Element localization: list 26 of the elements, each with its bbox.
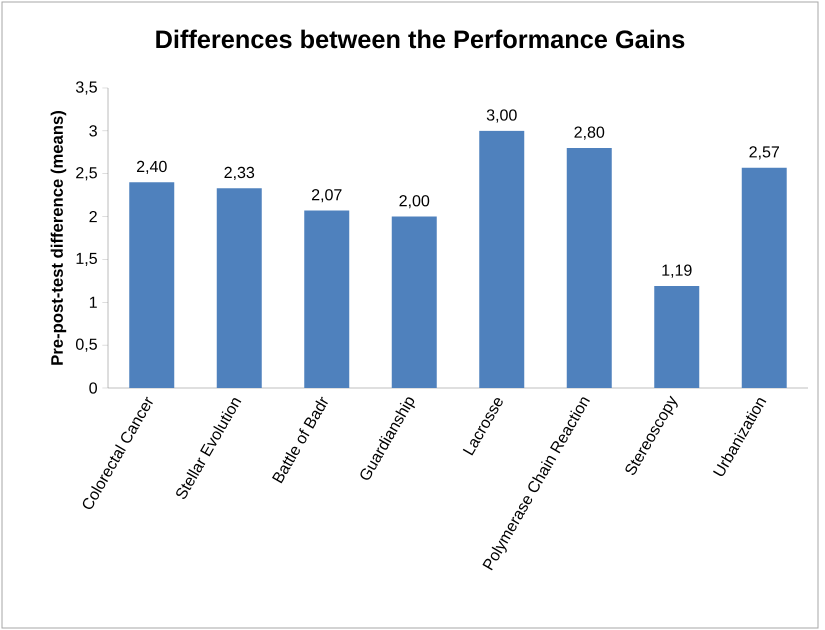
bar bbox=[479, 130, 524, 388]
data-label: 2,80 bbox=[574, 126, 604, 140]
y-tick-label: 0 bbox=[89, 382, 97, 394]
y-axis-title: Pre-post-test difference (means) bbox=[50, 111, 66, 365]
bar bbox=[566, 148, 612, 388]
y-tick-label: 1,5 bbox=[76, 252, 97, 266]
y-tick-label: 3,5 bbox=[76, 81, 97, 95]
data-label: 2,00 bbox=[399, 195, 430, 208]
bar bbox=[654, 286, 700, 388]
data-label: 2,33 bbox=[224, 166, 254, 180]
bar bbox=[392, 216, 437, 388]
bar bbox=[304, 210, 350, 388]
data-label: 2,57 bbox=[749, 146, 780, 160]
bar bbox=[742, 168, 787, 388]
y-tick-label: 2,5 bbox=[76, 167, 97, 180]
y-tick-label: 1 bbox=[90, 296, 97, 308]
data-label: 1,19 bbox=[662, 264, 692, 278]
data-label: 3,00 bbox=[486, 109, 517, 123]
bar bbox=[216, 188, 262, 388]
data-label: 2,40 bbox=[136, 160, 167, 174]
bar bbox=[129, 182, 174, 388]
y-tick-label: 2 bbox=[90, 210, 97, 222]
y-tick-label: 3 bbox=[89, 125, 97, 136]
data-label: 2,07 bbox=[312, 189, 342, 202]
chart-title: Differences between the Performance Gains bbox=[156, 30, 684, 48]
y-tick-label: 0,5 bbox=[76, 338, 97, 352]
